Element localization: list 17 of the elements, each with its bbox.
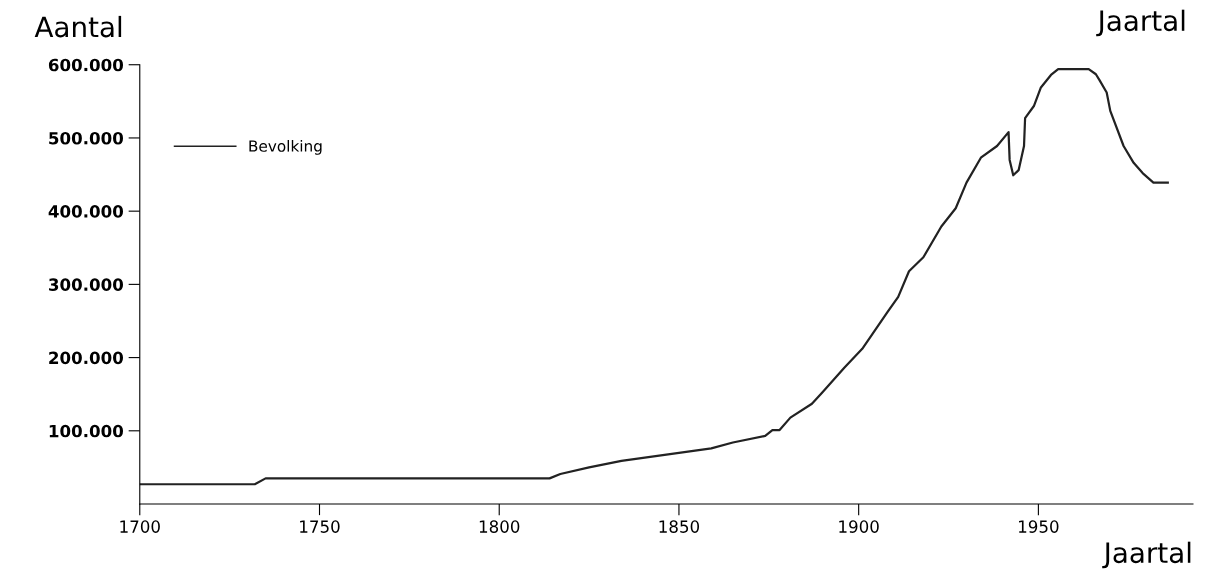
line-series: [139, 68, 1169, 486]
x-tick-label: 1750: [300, 520, 340, 533]
x-axis-title: Jaartal: [1102, 541, 1191, 569]
y-axis-title: Aantal: [34, 15, 122, 38]
y-tick-label: 100.000: [49, 424, 124, 438]
text: Jaartal: [1096, 9, 1185, 37]
y-tick-label: 300.000: [49, 278, 124, 291]
x-tick-label: 1850: [659, 520, 700, 533]
y-tick-label: 500.000: [49, 131, 124, 145]
x-tick-label: 1900: [839, 520, 879, 533]
x-tick-label: 1800: [479, 520, 520, 533]
y-tick-label: 400.000: [48, 205, 124, 218]
x-tick-label: 1700: [120, 520, 160, 533]
legend-label: Bevolking: [249, 139, 322, 155]
x-tick-label: 1950: [1019, 520, 1059, 533]
y-tick-label: 600.000: [48, 58, 124, 72]
y-tick-label: 200.000: [49, 351, 124, 365]
